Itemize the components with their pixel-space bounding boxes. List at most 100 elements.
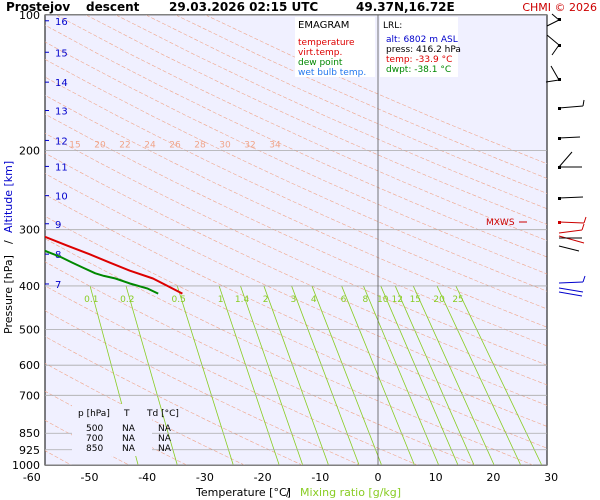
lrl-title: LRL: — [383, 21, 402, 31]
mixing-ratio-label: 20 — [433, 295, 445, 305]
table-header-t: T — [123, 409, 130, 419]
mixing-ratio-line — [394, 285, 475, 465]
axis-labels: 1002003004005006007008509251000-70-60-50… — [12, 9, 558, 484]
altitude-tick-label: 12 — [55, 136, 68, 147]
upper-mix-label: 34 — [269, 140, 281, 150]
altitude-tick-label: 10 — [55, 192, 68, 203]
temperature-tick-label: -60 — [23, 471, 41, 484]
chart-title: EMAGRAM — [298, 20, 349, 31]
altitude-tick-label: 15 — [55, 48, 68, 59]
altitude-tick-label: 9 — [55, 220, 61, 231]
pressure-tick-label: 500 — [19, 324, 40, 337]
altitude-tick-label: 16 — [55, 17, 68, 28]
table-cell: NA — [122, 434, 136, 444]
pressure-tick-label: 600 — [19, 359, 40, 372]
temperature-tick-label: 30 — [544, 471, 558, 484]
mixing-ratio-line — [291, 285, 360, 465]
lrl-dewpoint: dwpt: -38.1 °C — [386, 65, 451, 75]
x-axis-title-mixing: Mixing ratio [g/kg] — [300, 486, 401, 499]
wind-barbs — [545, 13, 587, 297]
dry-adiabat-line — [115, 15, 547, 210]
mixing-ratio-label: 1 — [218, 295, 224, 305]
mixing-ratio-label: 10 — [377, 295, 389, 305]
lrl-temperature: temp: -33.9 °C — [386, 55, 452, 65]
dry-adiabat-line — [45, 173, 547, 406]
credit-text: CHMI © 2026 — [522, 1, 597, 14]
temperature-tick-label: 20 — [486, 471, 500, 484]
series-layer — [45, 235, 183, 295]
wind-barb-icon — [558, 196, 584, 200]
temperature-tick-label: 10 — [429, 471, 443, 484]
altitude-tick-label: 11 — [55, 162, 68, 173]
temperature-tick-label: -10 — [311, 471, 329, 484]
legend: EMAGRAM temperature virt.temp. dew point… — [295, 17, 375, 78]
upper-mix-label: 32 — [244, 140, 255, 150]
table-cell: 500 — [86, 424, 103, 434]
dry-adiabat-line — [45, 261, 476, 465]
mixing-ratio-line — [436, 285, 522, 465]
mixing-ratio-line — [363, 285, 440, 465]
mixing-ratio-line — [240, 285, 304, 465]
temperature-tick-label: -50 — [81, 471, 99, 484]
dry-adiabat-line — [45, 194, 547, 427]
sounding-mode: descent — [86, 0, 140, 14]
legend-virt-temp: virt.temp. — [298, 48, 342, 58]
dry-adiabat-line — [45, 113, 547, 347]
wind-barb-icon — [546, 34, 561, 56]
wind-barb-icon — [558, 151, 582, 169]
pressure-tick-label: 700 — [19, 389, 40, 402]
mixing-ratio-label: 0.2 — [120, 295, 134, 305]
temperature-tick-label: 0 — [375, 471, 382, 484]
mixing-ratio-label: 3 — [290, 295, 296, 305]
dry-adiabat-line — [45, 59, 547, 292]
altitude-tick-label: 13 — [55, 106, 68, 117]
x-axis-separator: / — [286, 486, 290, 499]
wind-barb-icon — [558, 223, 585, 252]
pressure-tick-label: 100 — [19, 9, 40, 22]
y-axis-separator: / — [2, 240, 15, 244]
surface-table: p [hPa] T Td [°C] 500 NA NA 700 NA NA 85… — [72, 404, 179, 456]
table-cell: NA — [158, 444, 172, 454]
x-axis-title: Temperature [°C] — [195, 486, 291, 499]
dewpoint-line — [45, 249, 159, 295]
upper-mix-label: 30 — [219, 140, 231, 150]
mixing-ratio-label: 0.1 — [84, 295, 98, 305]
y-axis-title-altitude: Altitude [km] — [2, 161, 15, 233]
wind-barb-icon — [546, 13, 561, 27]
lrl-altitude: alt: 6802 m ASL — [386, 35, 458, 45]
mixing-ratio-line — [455, 285, 543, 465]
mixing-ratio-line — [380, 285, 459, 465]
mixing-ratio-label: 0.5 — [172, 295, 186, 305]
table-header-td: Td [°C] — [146, 409, 179, 419]
table-header-p: p [hPa] — [78, 409, 110, 419]
table-cell: NA — [122, 424, 136, 434]
dry-adiabat-line — [45, 132, 547, 366]
mxws-label: MXWS — [486, 218, 515, 228]
upper-mix-label: 24 — [144, 140, 156, 150]
altitude-tick-label: 14 — [55, 78, 68, 89]
mixing-ratio-label: 1.4 — [235, 295, 250, 305]
pressure-tick-label: 925 — [19, 444, 40, 457]
table-cell: 700 — [86, 434, 103, 444]
mixing-ratio-label: 4 — [311, 295, 317, 305]
pressure-tick-label: 850 — [19, 427, 40, 440]
upper-mix-label: 15 — [69, 140, 80, 150]
pressure-tick-label: 400 — [19, 280, 40, 293]
temperature-tick-label: -30 — [196, 471, 214, 484]
pressure-tick-label: 200 — [19, 144, 40, 157]
dry-adiabat-line — [56, 15, 547, 241]
station-name: Prostejov — [6, 0, 70, 14]
mixing-ratio-line — [311, 285, 382, 465]
mixing-ratio-label: 8 — [362, 295, 368, 305]
mixing-ratio-label: 12 — [392, 295, 403, 305]
upper-mix-label: 22 — [119, 140, 130, 150]
table-cell: NA — [158, 434, 172, 444]
wind-barb-icon — [558, 136, 581, 140]
mixing-ratio-line — [176, 285, 234, 465]
legend-wet-bulb: wet bulb temp. — [298, 68, 366, 78]
mixing-ratio-line — [218, 285, 280, 465]
table-cell: NA — [158, 424, 172, 434]
wind-barb-icon — [558, 99, 585, 110]
mixing-ratio-line — [125, 285, 178, 465]
